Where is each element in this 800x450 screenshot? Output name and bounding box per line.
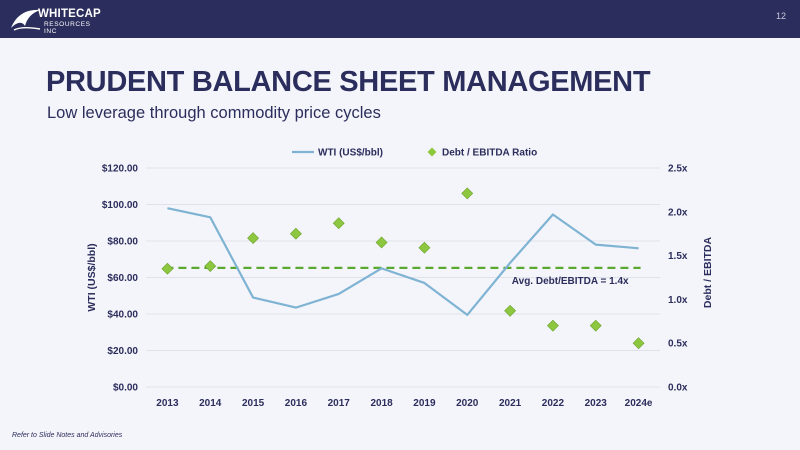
- legend-label-wti: WTI (US$/bbl): [318, 148, 383, 159]
- x-tick-label: 2016: [285, 398, 308, 409]
- y-tick-label: $0.00: [113, 383, 138, 394]
- y2-tick-label: 0.5x: [668, 339, 688, 350]
- logo-name: WHITECAP: [38, 8, 101, 20]
- ratio-point: [289, 227, 302, 240]
- ratio-point: [247, 232, 260, 245]
- x-tick-label: 2022: [542, 398, 565, 409]
- x-tick-label: 2013: [156, 398, 179, 409]
- logo-subtext: RESOURCES INC: [44, 21, 91, 35]
- y-tick-label: $20.00: [107, 346, 138, 357]
- ratio-point: [504, 304, 517, 317]
- y2-tick-label: 2.5x: [668, 164, 688, 175]
- x-tick-label: 2019: [413, 398, 436, 409]
- footnote: Refer to Slide Notes and Advisories: [12, 432, 123, 439]
- x-tick-label: 2017: [328, 398, 351, 409]
- wave-icon: [11, 9, 41, 31]
- x-tick-label: 2015: [242, 398, 265, 409]
- ratio-point: [418, 241, 431, 254]
- x-tick-label: 2024e: [625, 398, 653, 409]
- y2-tick-label: 0.0x: [668, 383, 688, 394]
- wti-series-line: [167, 207, 639, 317]
- legend-swatch-ratio: [427, 147, 437, 157]
- y2-axis-title: Debt / EBITDA: [702, 237, 714, 309]
- ratio-point: [546, 319, 559, 332]
- y-axis-title: WTI (US$/bbl): [86, 243, 98, 311]
- y-tick-label: $120.00: [102, 164, 139, 175]
- ratio-point: [375, 236, 388, 249]
- ratio-point: [589, 319, 602, 332]
- slide-subtitle: Low leverage through commodity price cyc…: [47, 104, 381, 122]
- y2-tick-label: 1.5x: [668, 251, 688, 262]
- company-logo: WHITECAP RESOURCES INC: [10, 6, 101, 35]
- ratio-point: [632, 337, 645, 350]
- y-tick-label: $80.00: [107, 237, 138, 248]
- x-tick-label: 2021: [499, 398, 522, 409]
- ratio-point: [461, 187, 474, 200]
- y-tick-label: $60.00: [107, 273, 138, 284]
- legend-label-ratio: Debt / EBITDA Ratio: [442, 148, 537, 159]
- header-bar: WHITECAP RESOURCES INC 12: [0, 0, 800, 38]
- average-label: Avg. Debt/EBITDA = 1.4x: [512, 276, 629, 287]
- slide-title: PRUDENT BALANCE SHEET MANAGEMENT: [46, 66, 651, 98]
- page-number: 12: [775, 11, 786, 21]
- y2-tick-label: 2.0x: [668, 207, 688, 218]
- y-tick-label: $40.00: [107, 310, 138, 321]
- ratio-point: [204, 260, 217, 273]
- ratio-point: [332, 217, 345, 230]
- x-tick-label: 2023: [585, 398, 608, 409]
- ratio-point: [161, 262, 174, 275]
- y-tick-label: $100.00: [102, 200, 139, 211]
- x-tick-label: 2020: [456, 398, 479, 409]
- y2-tick-label: 1.0x: [668, 295, 688, 306]
- x-tick-label: 2014: [199, 398, 222, 409]
- x-tick-label: 2018: [370, 398, 393, 409]
